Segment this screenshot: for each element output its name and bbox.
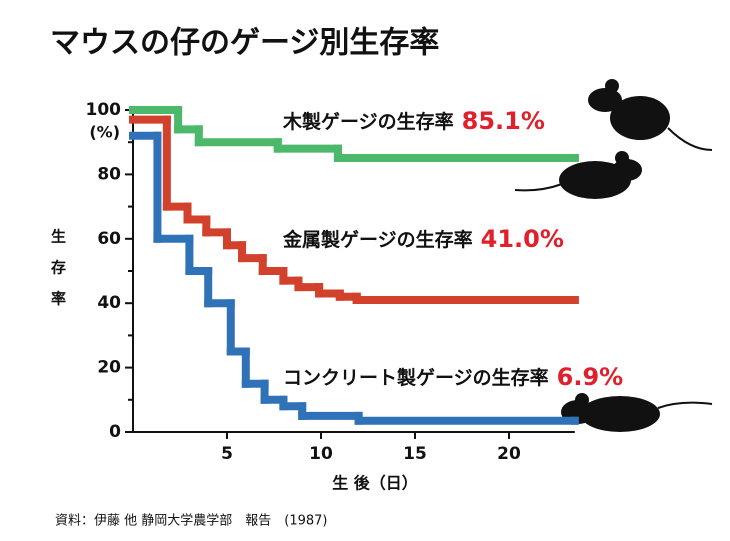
mouse-icons	[514, 79, 713, 432]
y-tick-label: 0	[109, 422, 121, 442]
x-tick-label: 10	[309, 444, 333, 464]
y-unit: (%)	[89, 123, 120, 142]
y-tick-label: 100	[86, 100, 122, 120]
series-end-value: 6.9%	[557, 363, 624, 391]
x-tick-label: 15	[403, 444, 427, 464]
x-tick-label: 5	[221, 444, 233, 464]
series-annotation: 木製ゲージの生存率 85.1%	[282, 107, 545, 135]
x-tick-label: 20	[497, 444, 521, 464]
y-tick-label: 80	[97, 164, 121, 184]
series-end-value: 85.1%	[462, 107, 545, 135]
y-axis-label: 生存率	[49, 228, 67, 322]
series-name: コンクリート製ゲージの生存率	[283, 366, 549, 389]
y-tick-label: 20	[97, 358, 121, 378]
series-annotation: コンクリート製ゲージの生存率 6.9%	[283, 363, 623, 391]
series-end-value: 41.0%	[481, 225, 564, 253]
step-line	[129, 131, 579, 425]
series-annotation: 金属製ゲージの生存率 41.0%	[282, 225, 564, 253]
y-tick-label: 40	[97, 293, 121, 313]
chart-title: マウスの仔のゲージ別生存率	[50, 26, 439, 61]
step-line	[129, 106, 579, 162]
series-name: 金属製ゲージの生存率	[282, 228, 473, 251]
step-line	[129, 115, 579, 304]
y-tick-label: 60	[97, 229, 121, 249]
x-axis-label: 生 後（日）	[332, 474, 418, 493]
source-note: 資料：伊藤 他 静岡大学農学部 報告 (1987)	[55, 513, 328, 529]
series-name: 木製ゲージの生存率	[282, 110, 454, 133]
